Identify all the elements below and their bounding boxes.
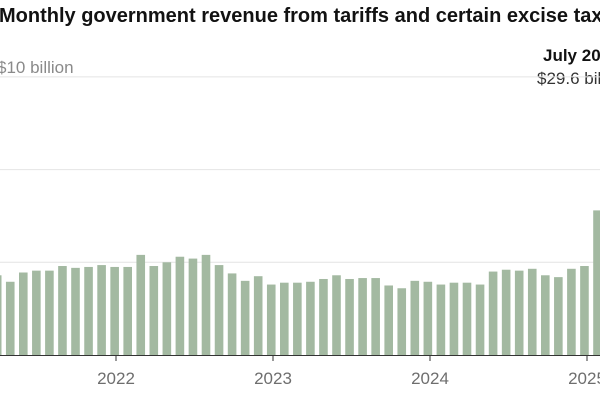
bar-2025-05 [593, 210, 600, 355]
bar-2023-01 [227, 273, 237, 355]
bar-2024-12 [527, 268, 537, 355]
bar-2025-02 [554, 277, 563, 355]
bar-2021-07 [0, 275, 2, 355]
bar-2024-01 [384, 285, 393, 355]
bar-2022-05 [123, 266, 132, 355]
bar-2023-02 [240, 280, 250, 355]
bar-2021-12 [58, 266, 67, 355]
bar-2022-07 [149, 266, 159, 355]
callout-value: $29.6 billion [537, 69, 600, 88]
bar-2023-03 [253, 276, 263, 355]
bar-2024-04 [423, 281, 433, 355]
bar-2023-10 [345, 278, 354, 355]
bar-2025-01 [541, 275, 550, 355]
bar-2025-04 [580, 266, 589, 355]
bar-2024-03 [410, 280, 420, 355]
bar-2022-04 [110, 266, 119, 355]
bar-2021-08 [5, 281, 15, 355]
bar-2023-06 [293, 282, 302, 355]
bar-2022-11 [201, 254, 211, 355]
bar-2022-03 [97, 265, 106, 355]
bar-2022-10 [188, 258, 198, 355]
bar-2024-06 [449, 282, 459, 355]
x-axis-ticks: 2022 2023 2024 2025 [97, 355, 600, 388]
bar-2025-03 [567, 268, 576, 355]
bar-2023-09 [332, 275, 341, 355]
bar-2021-11 [45, 270, 54, 355]
x-tick-label-2023: 2023 [254, 369, 292, 388]
bar-2022-12 [214, 265, 224, 355]
bar-2022-06 [136, 254, 146, 355]
bar-2021-10 [32, 270, 41, 355]
chart-title: Monthly government revenue from tariffs … [0, 5, 600, 27]
bar-2022-09 [175, 256, 185, 355]
y-axis-unit-label: $10 billion [0, 58, 74, 77]
bar-2022-01 [71, 267, 80, 355]
bar-2023-12 [371, 278, 380, 355]
bar-2024-02 [397, 288, 407, 355]
x-tick-label-2025: 2025 [568, 369, 600, 388]
bar-2022-02 [84, 266, 93, 355]
gridlines [0, 76, 600, 263]
bar-2023-08 [319, 278, 328, 355]
bar-2023-05 [280, 282, 289, 355]
bar-2022-08 [162, 262, 172, 355]
bar-2024-05 [436, 284, 446, 355]
bars [0, 210, 600, 355]
bar-2024-10 [501, 269, 511, 355]
bar-2023-11 [358, 278, 367, 355]
bar-2023-07 [306, 281, 315, 355]
x-tick-label-2022: 2022 [97, 369, 135, 388]
bar-2023-04 [266, 284, 276, 355]
x-tick-label-2024: 2024 [411, 369, 449, 388]
bar-2024-08 [475, 284, 485, 355]
bar-2021-09 [19, 272, 28, 355]
bar-2024-11 [514, 270, 524, 355]
callout-label: July 2025 [543, 46, 600, 65]
bar-2024-07 [462, 282, 472, 355]
bar-2024-09 [488, 271, 498, 355]
